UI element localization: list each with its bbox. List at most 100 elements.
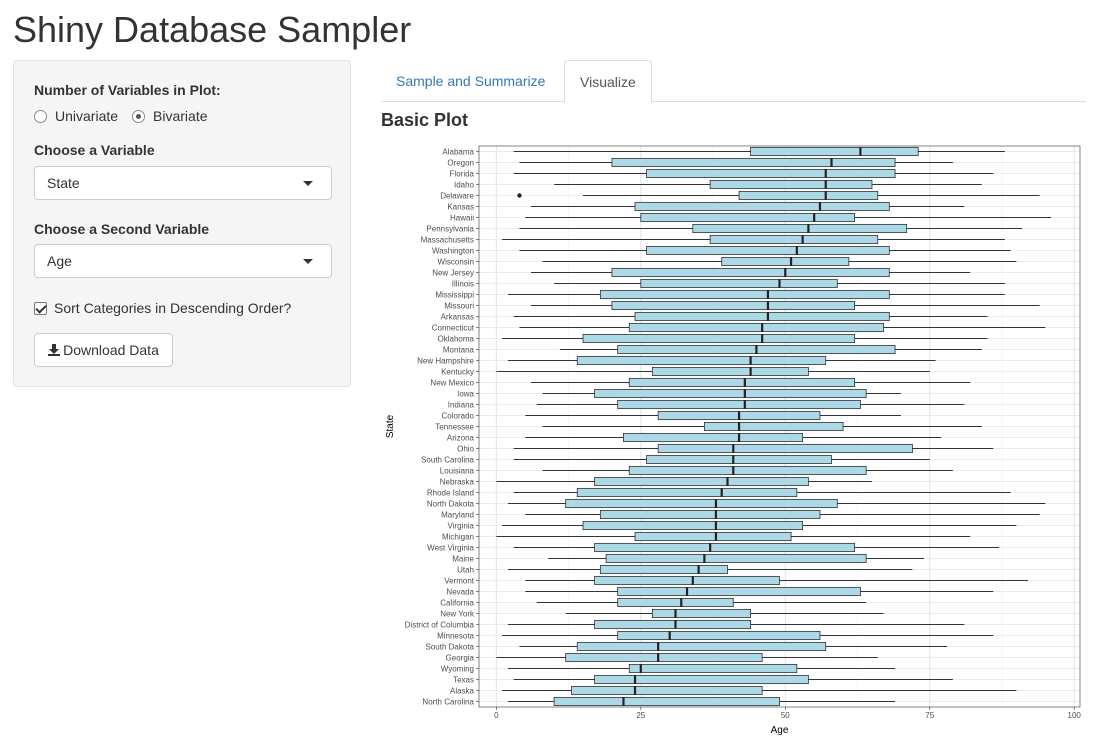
box-iqr [565,498,838,509]
radio-bivariate-icon[interactable] [132,109,146,123]
box-iqr [576,641,827,652]
tab-bar: Sample and Summarize Visualize [381,60,1086,103]
y-tick-label: Montana [443,346,475,355]
tab-visualize[interactable]: Visualize [564,60,652,103]
tab-sample-and-summarize[interactable]: Sample and Summarize [396,73,546,89]
box-iqr [634,201,890,212]
y-tick-label: West Virginia [427,544,474,553]
box-iqr [738,190,879,201]
radio-bivariate-label: Bivariate [153,108,208,124]
y-tick-label: Utah [457,566,474,575]
radio-univariate-label: Univariate [55,108,119,124]
y-tick-label: Washington [432,247,474,256]
radio-bivariate[interactable]: Bivariate [132,108,208,124]
y-tick-label: Arkansas [441,313,474,322]
box-iqr [594,476,809,487]
box-iqr [692,223,908,234]
radio-univariate[interactable]: Univariate [34,108,118,124]
y-tick-label: Pennsylvania [426,225,474,234]
y-tick-label: Colorado [442,412,475,421]
box-iqr [617,399,861,410]
x-tick-label: 0 [494,711,499,720]
y-tick-label: North Carolina [422,698,474,707]
download-icon [48,344,61,356]
y-axis-title: State [385,414,396,438]
box-iqr [599,289,890,300]
sort-checkbox-label: Sort Categories in Descending Order? [54,300,292,316]
y-tick-label: Maine [452,555,474,564]
box-iqr [611,267,890,278]
box-iqr [605,553,867,564]
y-tick-label: Indiana [448,401,475,410]
app-title: Shiny Database Sampler [13,9,412,50]
box-iqr [617,586,861,597]
y-tick-label: Alabama [442,148,474,157]
y-tick-label: Ohio [457,445,474,454]
box-iqr [628,663,798,674]
y-tick-label: Texas [453,676,474,685]
y-tick-label: Nevada [446,588,474,597]
box-iqr [571,685,763,696]
y-tick-label: Iowa [457,390,474,399]
y-tick-label: Rhode Island [427,489,474,498]
sort-checkbox-row[interactable]: Sort Categories in Descending Order? [34,300,291,316]
box-iqr [721,256,850,267]
radio-univariate-icon[interactable] [34,109,47,123]
y-tick-label: Vermont [444,577,475,586]
box-iqr [594,542,856,553]
y-tick-label: Connecticut [432,324,475,333]
y-tick-label: Tennessee [435,423,474,432]
y-tick-label: New Mexico [430,379,474,388]
y-tick-label: Arizona [447,434,475,443]
y-tick-label: Oregon [447,159,474,168]
y-tick-label: New York [440,610,475,619]
y-tick-label: New Jersey [432,269,474,278]
box-iqr [634,311,890,322]
y-tick-label: Oklahoma [438,335,475,344]
box-iqr [703,421,844,432]
chevron-down-icon [303,180,313,186]
y-tick-label: Delaware [440,192,474,201]
download-data-button[interactable]: Download Data [34,333,173,367]
y-tick-label: Kentucky [441,368,474,377]
var1-select-value: State [47,175,80,191]
var2-select[interactable]: Age [34,244,332,278]
box-iqr [651,608,752,619]
box-iqr [628,465,867,476]
box-outlier-point [517,193,522,198]
box-iqr [565,652,763,663]
y-tick-label: Hawaii [450,214,474,223]
box-iqr [594,619,752,630]
box-iqr [617,630,821,641]
box-iqr [628,377,856,388]
y-tick-label: California [440,599,474,608]
box-iqr [750,146,919,157]
x-tick-label: 25 [636,711,645,720]
var1-select[interactable]: State [34,166,332,200]
box-iqr [634,531,792,542]
var2-label: Choose a Second Variable [34,221,210,237]
plot-title: Basic Plot [381,110,469,130]
y-tick-label: Virginia [447,522,474,531]
y-tick-label: Wyoming [441,665,474,674]
box-iqr [576,487,798,498]
box-iqr [623,432,804,443]
y-tick-label: Kansas [447,203,474,212]
y-tick-label: Nebraska [440,478,475,487]
sort-checkbox[interactable] [34,301,47,315]
y-tick-label: Minnesota [437,632,474,641]
y-tick-label: Wisconsin [438,258,474,267]
box-iqr [617,597,734,608]
num-vars-label: Number of Variables in Plot: [34,82,221,98]
box-iqr [709,234,879,245]
box-iqr [640,278,838,289]
y-tick-label: Maryland [441,511,474,520]
chevron-down-icon [303,258,313,264]
num-vars-radio-group: Univariate Bivariate [34,108,222,124]
y-tick-label: Missouri [444,302,474,311]
box-iqr [599,509,821,520]
box-iqr [646,454,832,465]
x-tick-label: 50 [781,711,790,720]
box-iqr [599,564,728,575]
y-tick-label: New Hampshire [417,357,474,366]
